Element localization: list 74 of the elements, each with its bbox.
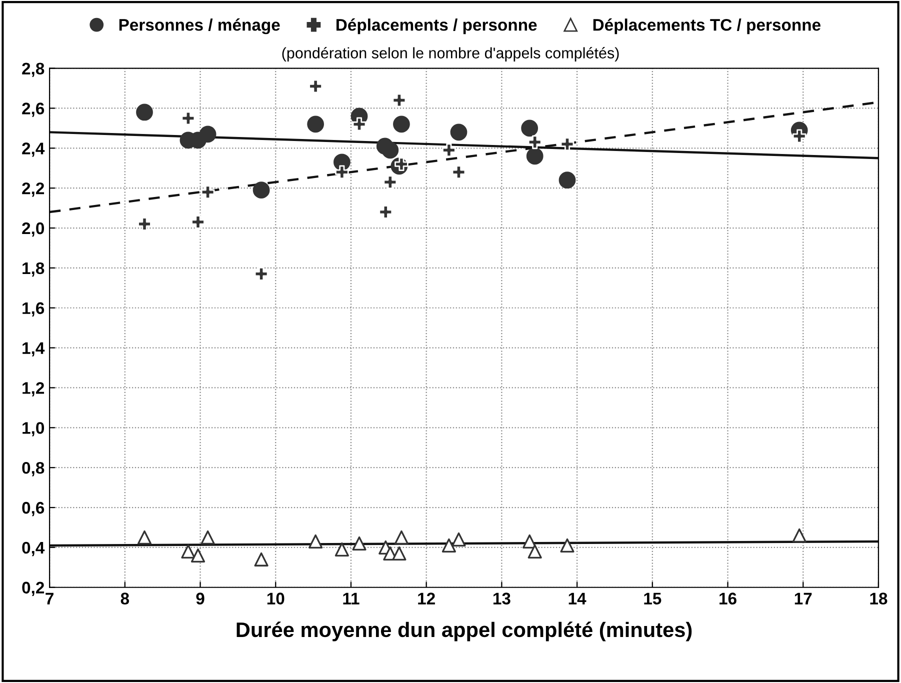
point — [792, 129, 806, 144]
x-tick-label: 12 — [418, 592, 435, 604]
x-tick-label: 18 — [870, 592, 888, 604]
x-tick-label: 10 — [267, 592, 284, 604]
x-tick-label: 16 — [720, 592, 736, 604]
x-tick-label: 13 — [493, 592, 510, 605]
point — [199, 126, 216, 143]
y-tick-label: 1,6 — [22, 302, 44, 316]
x-tick-label: 11 — [343, 592, 360, 604]
point — [254, 552, 268, 566]
chart-subtitle: (pondération selon le nombre d'appels complétés) — [282, 47, 619, 62]
point — [383, 175, 398, 190]
legend-label: Déplacements / personne — [336, 18, 537, 34]
point — [352, 536, 366, 551]
x-tick-label: 15 — [644, 592, 662, 604]
point — [352, 117, 366, 132]
y-tick-label: 2,4 — [22, 142, 45, 157]
point — [200, 530, 215, 545]
point — [252, 182, 270, 199]
point — [191, 215, 205, 229]
point — [528, 135, 542, 150]
point — [334, 542, 349, 556]
y-tick-label: 1,2 — [22, 382, 44, 396]
y-tick-label: 1,4 — [22, 342, 45, 356]
point — [528, 544, 542, 558]
y-tick-label: 2,2 — [22, 182, 44, 197]
point — [452, 532, 466, 547]
point — [452, 165, 466, 180]
legend-label: Personnes / ménage — [119, 18, 280, 34]
point — [560, 137, 574, 152]
point — [394, 157, 408, 172]
point — [521, 120, 538, 137]
point — [392, 546, 406, 560]
legend-label: Déplacements TC / personne — [593, 18, 820, 34]
point — [137, 530, 152, 545]
y-tick-label: 0,6 — [22, 502, 44, 516]
point — [526, 148, 544, 165]
point — [394, 530, 409, 545]
point — [378, 205, 393, 219]
y-tick-label: 1,8 — [22, 262, 44, 277]
point — [382, 142, 399, 159]
x-tick-label: 9 — [196, 592, 204, 604]
x-axis-title: Durée moyenne dun appel complété (minutes) — [236, 622, 692, 642]
x-tick-label: 14 — [568, 592, 586, 604]
point — [307, 116, 324, 133]
point — [522, 534, 537, 549]
point — [254, 267, 268, 281]
x-tick-label: 8 — [120, 592, 130, 604]
point — [450, 124, 468, 141]
point — [138, 217, 152, 231]
point — [200, 185, 215, 199]
y-tick-label: 0,4 — [22, 542, 45, 556]
point — [792, 528, 806, 543]
x-tick-label: 7 — [46, 592, 54, 604]
y-tick-label: 2,0 — [22, 222, 44, 237]
point — [442, 538, 456, 552]
point — [136, 104, 153, 121]
point — [560, 538, 574, 552]
point — [181, 544, 196, 558]
point — [442, 143, 456, 158]
point — [393, 116, 410, 133]
point — [308, 534, 323, 549]
point — [190, 548, 206, 562]
point — [308, 79, 322, 94]
y-tick-label: 1,0 — [22, 422, 44, 436]
point — [392, 93, 406, 108]
y-tick-label: 2,6 — [22, 102, 44, 117]
point — [558, 172, 576, 189]
y-tick-label: 0,8 — [22, 462, 44, 476]
y-tick-label: 0,2 — [22, 582, 44, 596]
point — [181, 111, 196, 126]
x-tick-label: 17 — [794, 592, 812, 604]
y-tick-label: 2,8 — [22, 62, 44, 77]
point — [335, 165, 349, 180]
